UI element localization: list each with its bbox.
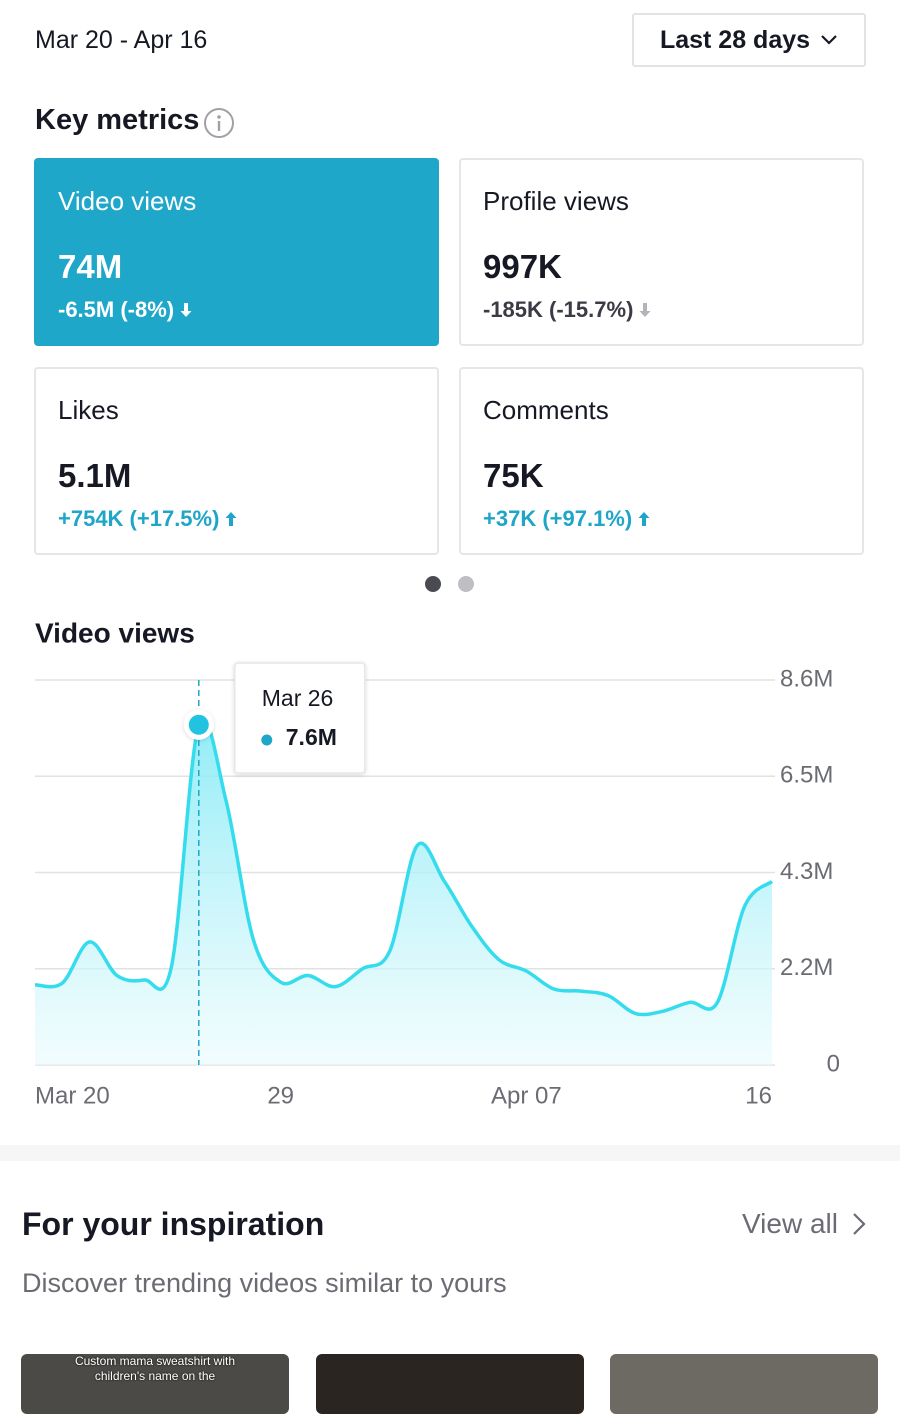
x-tick-label: Apr 07 bbox=[491, 1082, 562, 1109]
tooltip-swatch bbox=[261, 734, 273, 746]
section-subtitle: Discover trending videos similar to your… bbox=[22, 1268, 507, 1298]
chevron-icon bbox=[853, 1213, 866, 1235]
metric-change: -6.5M (-8%) bbox=[58, 297, 192, 323]
tooltip-value: 7.6M bbox=[286, 724, 337, 750]
thumbnail-caption: Custom mama sweatshirt with children's n… bbox=[74, 1354, 236, 1383]
metric-name: Comments bbox=[483, 395, 609, 425]
view-all-link[interactable]: View all bbox=[742, 1208, 866, 1240]
change-text: -6.5M (-8%) bbox=[58, 297, 175, 322]
down-arrow bbox=[180, 303, 192, 317]
view-all-label: View all bbox=[742, 1208, 838, 1239]
period-dropdown[interactable]: Last 28 days bbox=[632, 13, 866, 67]
up-arrow bbox=[225, 512, 237, 526]
section-title: Key metrics bbox=[35, 104, 200, 136]
tooltip-box bbox=[234, 662, 366, 774]
tooltip-date: Mar 26 bbox=[262, 685, 334, 711]
y-tick-label: 8.6M bbox=[780, 665, 833, 692]
change-text: -185K (-15.7%) bbox=[483, 297, 634, 322]
x-tick-label: Mar 20 bbox=[35, 1082, 110, 1109]
video-thumbnail[interactable] bbox=[316, 1354, 584, 1414]
section-title: For your inspiration bbox=[22, 1206, 325, 1242]
info-icon[interactable] bbox=[203, 107, 235, 139]
metric-value: 75K bbox=[483, 457, 544, 494]
metric-card[interactable]: Video views 74M -6.5M (-8%) bbox=[34, 158, 439, 346]
change-text: +754K (+17.5%) bbox=[58, 506, 220, 531]
metric-change: +754K (+17.5%) bbox=[58, 506, 237, 532]
y-tick-label: 2.2M bbox=[780, 954, 833, 981]
video-thumbnail[interactable]: Custom mama sweatshirt with children's n… bbox=[21, 1354, 289, 1414]
pager-dots bbox=[425, 576, 474, 592]
hover-point bbox=[188, 714, 209, 735]
metric-card[interactable]: Likes 5.1M +754K (+17.5%) bbox=[34, 367, 439, 555]
video-thumbnail[interactable] bbox=[610, 1354, 878, 1414]
area-line bbox=[34, 716, 774, 1017]
metric-change: -185K (-15.7%) bbox=[483, 297, 651, 323]
section-divider bbox=[0, 1145, 900, 1161]
up-arrow bbox=[638, 512, 650, 526]
area-fill bbox=[35, 718, 772, 1065]
down-arrow bbox=[639, 303, 651, 317]
period-label: Last 28 days bbox=[659, 25, 811, 54]
metric-change: +37K (+97.1%) bbox=[483, 506, 650, 532]
metric-value: 997K bbox=[483, 248, 562, 285]
metric-value: 5.1M bbox=[58, 457, 132, 494]
metric-card[interactable]: Comments 75K +37K (+97.1%) bbox=[459, 367, 864, 555]
y-tick-label: 0 bbox=[827, 1050, 840, 1077]
metric-name: Video views bbox=[58, 186, 197, 216]
chart-title: Video views bbox=[35, 617, 195, 648]
tooltip: Mar 26 7.6M bbox=[234, 662, 366, 774]
x-tick-label: 16 bbox=[745, 1082, 772, 1109]
metric-value: 74M bbox=[58, 248, 123, 285]
metric-name: Likes bbox=[58, 395, 119, 425]
chevron-icon bbox=[821, 35, 837, 45]
metric-name: Profile views bbox=[483, 186, 629, 216]
y-tick-label: 4.3M bbox=[780, 858, 833, 885]
x-tick-label: 29 bbox=[267, 1082, 294, 1109]
y-tick-label: 6.5M bbox=[780, 762, 833, 789]
chart: Video views 0 2.2M 4.3M 6.5M 8.6M Mar 20 29 Apr… bbox=[34, 617, 840, 1109]
date-range: Mar 20 - Apr 16 bbox=[35, 26, 208, 54]
change-text: +37K (+97.1%) bbox=[483, 506, 633, 531]
metric-card[interactable]: Profile views 997K -185K (-15.7%) bbox=[459, 158, 864, 346]
